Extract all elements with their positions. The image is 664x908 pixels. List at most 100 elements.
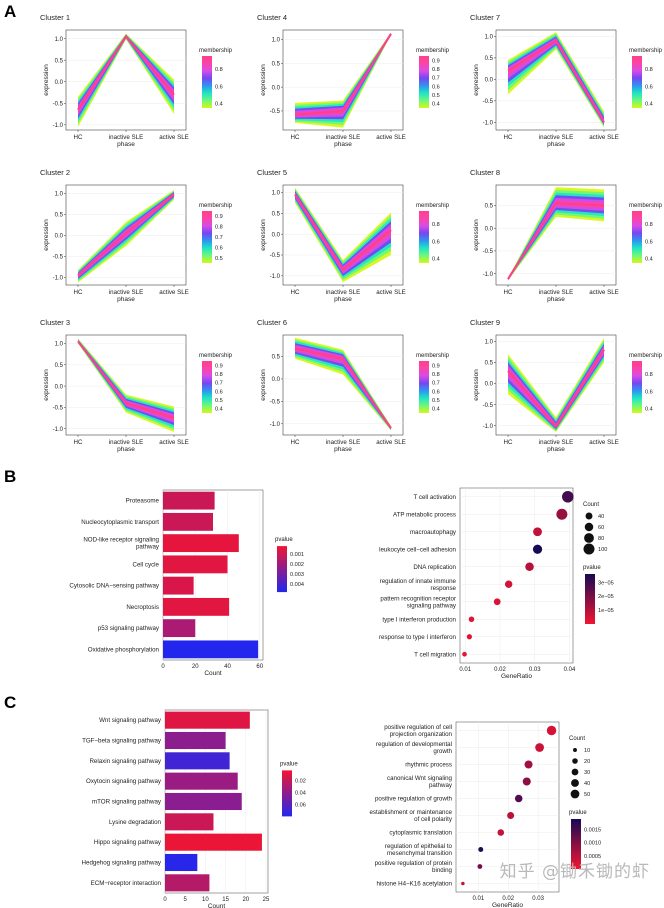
legend-tick-label: 1e−05 (598, 608, 614, 614)
bar-category-label: mTOR signaling pathway (92, 799, 162, 806)
cluster-core-line (77, 34, 175, 111)
membership-band (508, 343, 604, 430)
y-tick-label: -0.5 (483, 99, 494, 105)
legend-tick-label: 0.9 (432, 58, 440, 64)
cluster-core-line (294, 33, 392, 116)
cluster-core-line (77, 193, 175, 277)
legend-tick-label: 0.4 (432, 257, 440, 263)
dot (535, 743, 544, 752)
bar-category-label: Necroptosis (126, 604, 159, 611)
legend-tick-label: 0.5 (215, 398, 223, 404)
bar-category-label: Hippo signaling pathway (94, 839, 162, 846)
dot-category-label: histone H4−K16 acetylation (376, 881, 452, 888)
legend-tick-label: 0.0010 (584, 841, 601, 847)
y-tick-label: -1.0 (53, 427, 64, 433)
legend-title: Count (583, 502, 599, 508)
bar-category-label: Wnt signaling pathway (99, 717, 162, 724)
x-tick-label: 0.03 (532, 896, 544, 902)
legend-tick-label: 40 (598, 514, 604, 520)
legend-tick-label: 0.8 (645, 222, 653, 228)
legend-title: membership (199, 203, 233, 209)
dot-category-label: rhythmic process (405, 762, 452, 769)
legend-tick-label: 0.9 (215, 214, 223, 220)
dot-category-label: pathway (429, 782, 453, 789)
dot-category-label: cytoplasmic translation (389, 830, 452, 837)
legend-size-dot (584, 533, 594, 543)
legend-colorbar (632, 211, 642, 263)
dot (533, 527, 542, 537)
legend-title: Count (569, 736, 585, 742)
cluster-panel: Cluster 3 -1.0 -0.5 0.0 0.5 1.0 HC inactive SLE… (40, 318, 233, 453)
cluster-title: Cluster 8 (470, 168, 500, 177)
legend-tick-label: 0.8 (432, 372, 440, 378)
y-axis-label: expression (260, 369, 267, 401)
bar (163, 619, 196, 638)
x-tick-label: active SLE (376, 289, 406, 296)
x-tick-label: 5 (184, 897, 188, 903)
x-tick-label: 20 (192, 664, 199, 670)
bar (165, 731, 226, 750)
x-tick-label: active SLE (376, 134, 406, 141)
dot-category-label: positive regulation of cell (384, 724, 452, 731)
dot-category-label: projection organization (390, 731, 453, 738)
legend-tick-label: 0.4 (215, 102, 223, 108)
y-tick-label: -1.0 (53, 276, 64, 282)
dot-category-label: regulation of developmental (376, 741, 452, 748)
bar (163, 512, 213, 531)
dot (546, 725, 557, 736)
legend-tick-label: 0.6 (645, 389, 653, 395)
bar-category-label: p53 signaling pathway (98, 625, 160, 632)
cluster-core-line (507, 202, 605, 280)
x-axis-label: phase (334, 296, 352, 303)
y-tick-label: 1.0 (272, 191, 281, 197)
membership-band (295, 344, 391, 430)
legend-tick-label: 0.7 (432, 381, 440, 387)
legend-size-dot (585, 512, 593, 520)
legend-tick-label: 0.7 (432, 76, 440, 82)
legend-tick-label: 0.6 (215, 389, 223, 395)
legend-size-dot (570, 789, 580, 799)
dot (556, 508, 568, 520)
y-tick-label: 1.0 (272, 38, 281, 44)
bar (165, 833, 262, 851)
dot-category-label: mesenchymal transition (387, 850, 453, 857)
membership-band (508, 341, 604, 431)
y-tick-label: -0.5 (53, 255, 64, 261)
y-tick-label: -0.5 (270, 109, 281, 115)
dot-category-label: establishment or maintenance (369, 809, 452, 816)
legend-title: membership (416, 48, 450, 54)
legend-tick-label: 60 (598, 525, 604, 531)
bar (165, 813, 214, 831)
x-axis-label: phase (117, 141, 135, 148)
legend-colorbar (632, 361, 642, 413)
y-tick-label: 0.0 (485, 226, 494, 232)
x-tick-label: 10 (202, 897, 209, 903)
dot-category-label: leukocyte cell−cell adhesion (379, 546, 456, 553)
panel-label-b: B (4, 467, 16, 486)
y-tick-label: -0.5 (53, 406, 64, 412)
legend-tick-label: 0.004 (290, 582, 304, 588)
legend-tick-label: 0.002 (290, 562, 304, 568)
membership-band (295, 192, 391, 274)
y-tick-label: 0.5 (55, 58, 64, 64)
legend-tick-label: 0.6 (432, 84, 440, 90)
dot (497, 829, 505, 836)
y-tick-label: -0.5 (53, 101, 64, 107)
legend-tick-label: 0.001 (290, 552, 304, 558)
x-tick-label: HC (291, 439, 300, 446)
y-tick-label: 0.5 (485, 361, 494, 367)
legend-tick-label: 0.6 (645, 239, 653, 245)
dot-category-label: positive regulation of growth (375, 796, 453, 803)
legend-tick-label: 0.4 (645, 407, 653, 413)
dot-category-label: growth (433, 748, 452, 755)
cluster-panel: Cluster 9 -1.0 -0.5 0.0 0.5 1.0 HC inactive SLE… (470, 318, 663, 453)
dot-category-label: response to type I interferon (379, 634, 457, 641)
y-tick-label: 0.5 (55, 363, 64, 369)
legend-tick-label: 2e−05 (598, 594, 614, 600)
legend-tick-label: 0.0015 (584, 828, 601, 834)
dot (466, 634, 472, 640)
y-tick-label: 0.0 (55, 80, 64, 86)
dot-category-label: T cell migration (414, 651, 456, 658)
